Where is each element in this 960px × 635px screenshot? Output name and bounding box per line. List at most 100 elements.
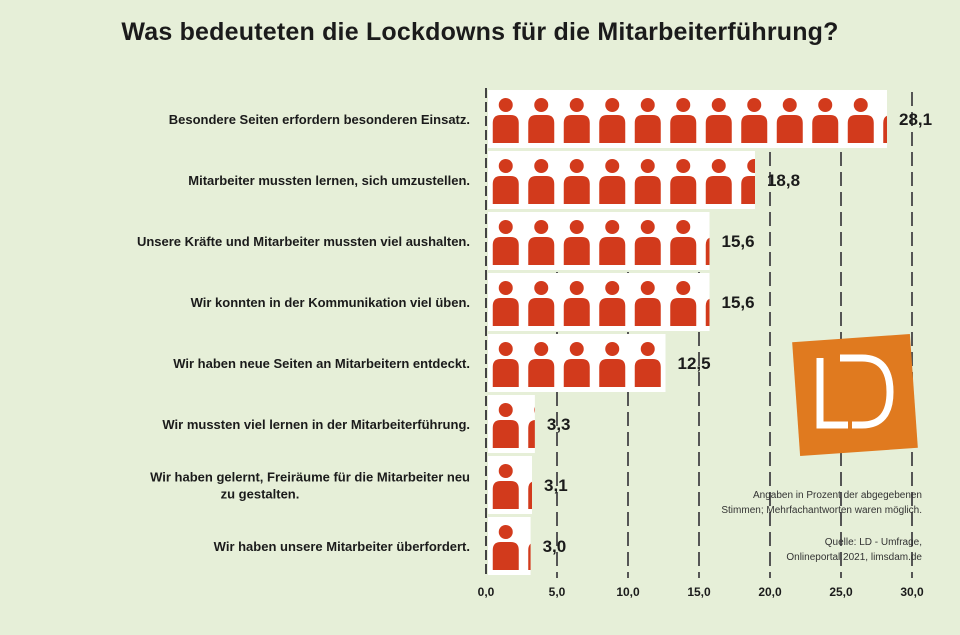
- value-label: 3,0: [543, 537, 567, 556]
- person-icon: [492, 281, 519, 326]
- person-icon: [563, 98, 590, 143]
- category-label: Unsere Kräfte und Mitarbeiter mussten vi…: [137, 234, 470, 249]
- person-head: [782, 98, 797, 112]
- person-body: [705, 298, 710, 326]
- person-head: [640, 342, 655, 356]
- bar: [488, 456, 533, 514]
- bar: [488, 334, 666, 392]
- person-head: [569, 98, 584, 112]
- person-head: [640, 220, 655, 234]
- category-label: Wir konnten in der Kommunikation viel üb…: [191, 295, 470, 310]
- person-body: [492, 420, 519, 448]
- person-icon: [883, 115, 888, 143]
- x-tick-label: 30,0: [900, 585, 924, 599]
- category-label: Wir haben gelernt, Freiräume für die Mit…: [150, 470, 470, 485]
- person-head: [534, 220, 549, 234]
- person-body: [563, 359, 590, 387]
- person-icon: [528, 481, 533, 509]
- person-head: [498, 403, 513, 417]
- person-icon: [563, 342, 590, 387]
- bar: [488, 517, 531, 575]
- x-tick-label: 10,0: [616, 585, 640, 599]
- person-head: [676, 281, 691, 295]
- value-label: 28,1: [899, 110, 932, 129]
- person-body: [670, 115, 697, 143]
- person-body: [563, 298, 590, 326]
- person-body: [634, 176, 661, 204]
- person-body: [599, 359, 626, 387]
- person-body: [705, 115, 732, 143]
- person-icon: [528, 220, 555, 265]
- person-body: [563, 115, 590, 143]
- person-head: [640, 98, 655, 112]
- person-icon: [847, 98, 874, 143]
- person-icon: [599, 281, 626, 326]
- person-head: [498, 525, 513, 539]
- value-label: 3,3: [547, 415, 571, 434]
- bar: [488, 212, 710, 270]
- person-head: [676, 220, 691, 234]
- person-body: [599, 115, 626, 143]
- person-body: [492, 176, 519, 204]
- person-body: [492, 481, 519, 509]
- person-icon: [634, 342, 661, 387]
- value-label: 12,5: [678, 354, 711, 373]
- person-body: [492, 237, 519, 265]
- x-tick-label: 5,0: [549, 585, 566, 599]
- person-icon: [528, 342, 555, 387]
- person-body: [634, 237, 661, 265]
- category-label: Wir haben neue Seiten an Mitarbeitern en…: [173, 356, 470, 371]
- person-icon: [634, 98, 661, 143]
- person-head: [498, 342, 513, 356]
- person-head: [569, 220, 584, 234]
- person-icon: [670, 98, 697, 143]
- bar: [488, 151, 755, 209]
- person-head: [605, 159, 620, 173]
- person-icon: [528, 98, 555, 143]
- person-head: [605, 220, 620, 234]
- person-head: [534, 407, 535, 413]
- person-body: [634, 298, 661, 326]
- person-body: [847, 115, 874, 143]
- person-icon: [599, 159, 626, 204]
- person-icon: [528, 281, 555, 326]
- person-body: [528, 115, 555, 143]
- category-label: Mitarbeiter mussten lernen, sich umzuste…: [188, 173, 470, 188]
- person-body: [528, 176, 555, 204]
- person-head: [569, 159, 584, 173]
- person-body: [492, 359, 519, 387]
- person-icon: [528, 407, 535, 448]
- person-icon: [528, 159, 555, 204]
- person-head: [853, 98, 868, 112]
- person-icon: [670, 220, 697, 265]
- person-icon: [634, 281, 661, 326]
- person-head: [498, 159, 513, 173]
- person-body: [528, 481, 533, 509]
- person-icon: [705, 159, 732, 204]
- person-body: [599, 298, 626, 326]
- person-body: [528, 237, 555, 265]
- category-label: zu gestalten.: [221, 487, 300, 502]
- person-body: [670, 237, 697, 265]
- x-tick-label: 25,0: [829, 585, 853, 599]
- person-body: [812, 115, 839, 143]
- person-icon: [492, 98, 519, 143]
- person-head: [534, 281, 549, 295]
- person-icon: [492, 342, 519, 387]
- person-body: [492, 542, 519, 570]
- value-label: 18,8: [767, 171, 800, 190]
- person-head: [534, 98, 549, 112]
- x-tick-label: 20,0: [758, 585, 782, 599]
- bar: [488, 395, 535, 453]
- person-head: [498, 281, 513, 295]
- person-body: [705, 176, 732, 204]
- person-icon: [705, 98, 732, 143]
- person-head: [534, 159, 549, 173]
- person-icon: [528, 543, 531, 570]
- person-head: [534, 342, 549, 356]
- person-head: [747, 159, 755, 173]
- person-body: [599, 176, 626, 204]
- value-label: 15,6: [722, 232, 755, 251]
- person-head: [569, 281, 584, 295]
